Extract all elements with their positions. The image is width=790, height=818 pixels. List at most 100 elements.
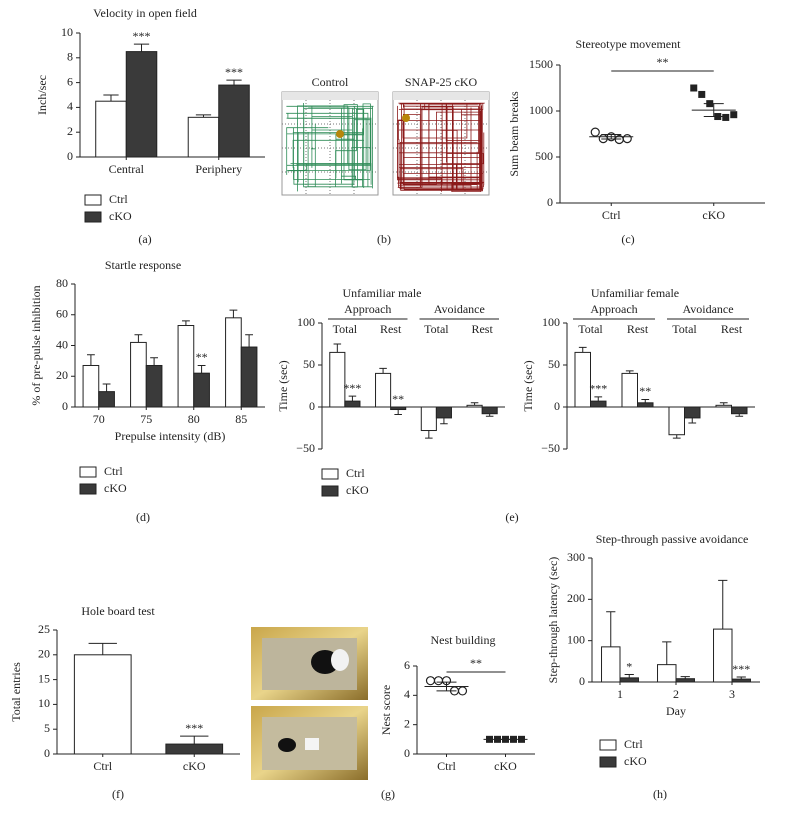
track-path [397,102,485,192]
legend-label: cKO [104,481,127,495]
panel-label: (b) [377,232,391,246]
legend-label: cKO [346,483,369,497]
x-tick-label: Total [333,322,358,336]
error-bar [625,370,634,374]
chart-title: Startle response [105,258,181,272]
error-bar [103,94,119,102]
y-axis-label: Time (sec) [276,360,290,411]
panel-label: (e) [505,510,518,524]
panel-label: (g) [381,787,395,801]
error-bar [88,642,117,655]
error-bar [624,674,634,678]
group-label: Avoidance [682,302,733,316]
significance: ** [639,384,651,398]
significance: * [626,659,632,673]
nestlet [305,738,319,750]
bar [435,406,452,419]
y-tick-label: 100 [542,315,560,329]
chart-title: Step-through passive avoidance [596,532,749,546]
error-bar [594,396,603,402]
point [690,84,698,92]
y-tick-label: 15 [38,671,50,685]
panel-label: (c) [621,232,634,246]
error-bar [134,334,143,343]
error-bar [672,434,681,439]
group-label: Approach [590,302,637,316]
y-tick-label: 60 [56,307,68,321]
bar [619,677,639,683]
y-tick-label: 0 [309,399,315,413]
y-axis-label: Sum beam breaks [507,91,521,177]
bar [481,406,498,415]
y-tick-label: 1000 [529,103,553,117]
x-tick-label: Total [672,322,697,336]
y-axis-label: % of pre-pulse inhibition [29,285,43,405]
significance: *** [225,65,243,79]
significance: *** [732,662,750,676]
error-bar [470,402,479,406]
bar [420,406,437,432]
error-bar [485,413,494,417]
error-bar [133,43,150,52]
group-label: Approach [344,302,391,316]
bar [684,406,701,419]
bar [95,100,127,158]
bar [344,400,361,408]
x-tick-label: Total [424,322,449,336]
bar [225,317,242,408]
x-tick-label: cKO [183,759,206,773]
y-tick-label: 25 [38,622,50,636]
legend-swatch [599,756,617,768]
error-bar [226,79,242,86]
bar [218,84,250,158]
nest [331,649,349,671]
significance: *** [185,721,203,735]
x-tick-label: Ctrl [437,759,456,773]
significance: *** [589,382,607,396]
y-tick-label: 10 [61,25,73,39]
error-bar [641,398,650,403]
point [730,111,738,119]
y-tick-label: 500 [535,149,553,163]
x-axis-label: Prepulse intensity (dB) [115,429,226,443]
chart-title: Nest building [431,633,496,647]
y-tick-label: 50 [548,357,560,371]
nest-photos [251,627,368,780]
x-tick-label: Rest [380,322,402,336]
bar [590,400,607,408]
error-bar [735,413,744,417]
y-tick-label: 0 [404,746,410,760]
error-bar [150,357,159,366]
point [622,134,632,144]
error-bar [195,114,212,118]
error-bar [719,402,728,406]
y-tick-label: 6 [404,658,410,672]
bar [193,372,210,408]
y-tick-label: 0 [579,674,585,688]
bar [657,664,677,683]
y-tick-label: 4 [404,687,410,701]
point [590,127,600,137]
significance: ** [657,55,669,69]
x-tick-label: Ctrl [602,208,621,222]
bar [621,372,638,408]
y-tick-label: 0 [62,399,68,413]
y-tick-label: 0 [554,399,560,413]
bar [466,404,483,408]
legend-label: Ctrl [104,464,123,478]
group-label: Avoidance [434,302,485,316]
error-bar [180,735,209,745]
chart-title: Stereotype movement [576,37,682,51]
bar [145,364,163,408]
y-axis-label: Step-through latency (sec) [546,557,560,684]
y-tick-label: 1500 [529,57,553,71]
x-tick-label: Rest [721,322,743,336]
significance: ** [392,392,404,406]
error-bar [680,676,690,679]
bar [187,116,220,158]
legend-swatch [599,739,617,751]
y-tick-label: 50 [303,357,315,371]
track-header [282,92,378,100]
bar [675,678,695,683]
bar [574,351,591,408]
